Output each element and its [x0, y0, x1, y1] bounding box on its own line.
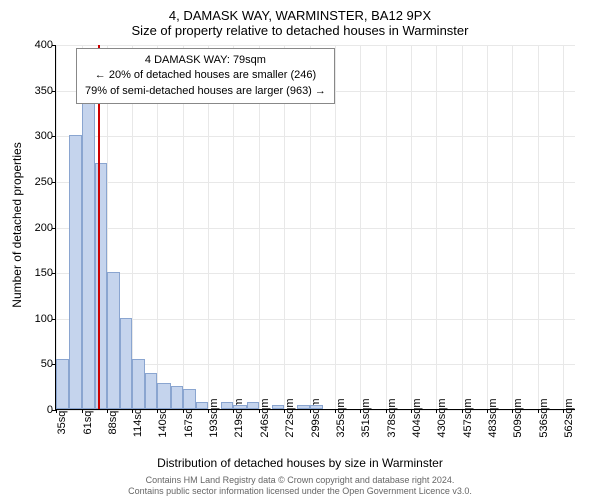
gridline-h [56, 136, 575, 137]
info-line-3: 79% of semi-detached houses are larger (… [85, 84, 326, 99]
gridline-v [360, 45, 361, 409]
histogram-bar [272, 405, 285, 409]
chart-title-sub: Size of property relative to detached ho… [0, 23, 600, 42]
histogram-bar [247, 402, 260, 409]
histogram-bar [233, 405, 246, 409]
y-tick-label: 150 [35, 267, 53, 279]
x-tick-label: 509sqm [512, 398, 524, 437]
chart-container: 4, DAMASK WAY, WARMINSTER, BA12 9PX Size… [0, 0, 600, 500]
x-tick-label: 325sqm [335, 398, 347, 437]
gridline-h [56, 45, 575, 46]
x-axis-label: Distribution of detached houses by size … [0, 456, 600, 470]
gridline-v [462, 45, 463, 409]
footer-line-2: Contains public sector information licen… [0, 486, 600, 498]
histogram-bar [196, 402, 209, 409]
y-tick-label: 350 [35, 85, 53, 97]
histogram-bar [221, 402, 234, 409]
info-line-2: ← 20% of detached houses are smaller (24… [85, 68, 326, 83]
x-tick-label: 193sqm [208, 398, 220, 437]
histogram-bar [82, 90, 95, 409]
histogram-bar [297, 405, 310, 409]
chart-title-main: 4, DAMASK WAY, WARMINSTER, BA12 9PX [0, 0, 600, 23]
histogram-bar [95, 163, 108, 409]
histogram-bar [132, 359, 145, 409]
y-tick-label: 300 [35, 130, 53, 142]
histogram-bar [120, 318, 133, 409]
histogram-bar [107, 272, 120, 409]
histogram-bar [145, 373, 158, 410]
gridline-v [512, 45, 513, 409]
x-tick-label: 272sqm [284, 398, 296, 437]
gridline-v [386, 45, 387, 409]
info-line-1: 4 DAMASK WAY: 79sqm [85, 53, 326, 68]
x-tick-label: 536sqm [538, 398, 550, 437]
x-tick-label: 430sqm [436, 398, 448, 437]
gridline-h [56, 273, 575, 274]
gridline-h [56, 182, 575, 183]
footer-line-1: Contains HM Land Registry data © Crown c… [0, 475, 600, 487]
x-tick-label: 457sqm [462, 398, 474, 437]
gridline-v [538, 45, 539, 409]
x-tick-label: 483sqm [487, 398, 499, 437]
y-tick-label: 200 [35, 222, 53, 234]
plot-area: 35sqm61sqm88sqm114sqm140sqm167sqm193sqm2… [55, 45, 575, 410]
gridline-h [56, 228, 575, 229]
x-tick-label: 299sqm [310, 398, 322, 437]
gridline-v [436, 45, 437, 409]
gridline-v [56, 45, 57, 409]
gridline-h [56, 319, 575, 320]
x-tick-label: 246sqm [259, 398, 271, 437]
gridline-v [563, 45, 564, 409]
x-tick-label: 378sqm [386, 398, 398, 437]
y-axis-label: Number of detached properties [10, 142, 24, 307]
histogram-bar [69, 135, 82, 409]
x-tick-label: 404sqm [411, 398, 423, 437]
histogram-bar [157, 383, 170, 409]
info-box: 4 DAMASK WAY: 79sqm ← 20% of detached ho… [76, 48, 335, 104]
gridline-v [487, 45, 488, 409]
y-tick-label: 250 [35, 176, 53, 188]
x-tick-label: 219sqm [233, 398, 245, 437]
footer: Contains HM Land Registry data © Crown c… [0, 475, 600, 498]
y-tick-label: 400 [35, 39, 53, 51]
x-tick-label: 351sqm [360, 398, 372, 437]
histogram-bar [183, 389, 196, 409]
y-tick-label: 100 [35, 313, 53, 325]
histogram-bar [171, 386, 184, 409]
x-tick-label: 562sqm [563, 398, 575, 437]
gridline-v [411, 45, 412, 409]
histogram-bar [310, 405, 323, 409]
y-axis: 050100150200250300350400 [0, 45, 55, 410]
gridline-v [335, 45, 336, 409]
histogram-bar [56, 359, 69, 409]
